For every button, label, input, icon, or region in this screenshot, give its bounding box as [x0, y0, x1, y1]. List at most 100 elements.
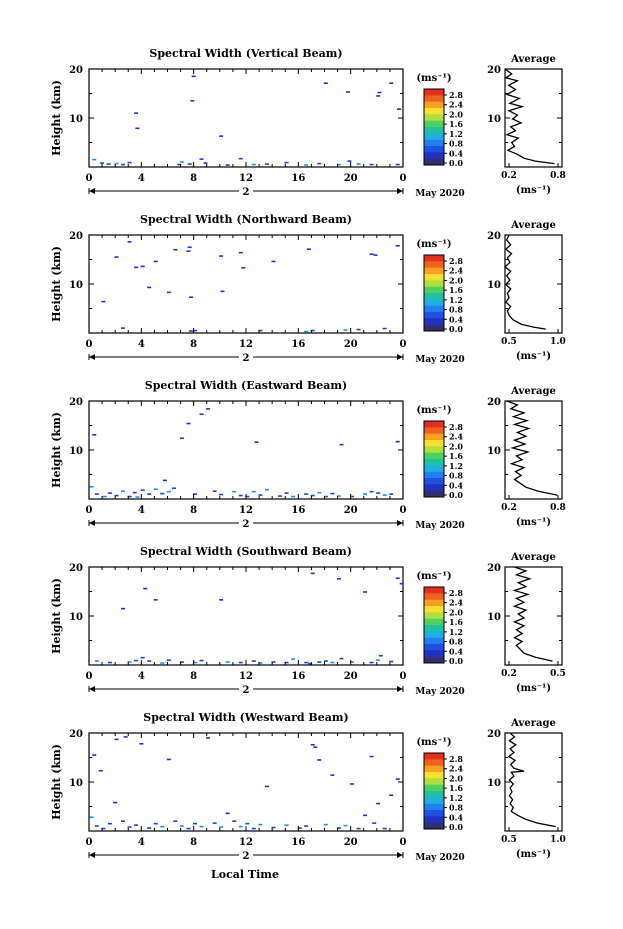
data-point — [323, 660, 328, 662]
data-point — [251, 490, 256, 493]
data-point — [317, 162, 322, 165]
data-point — [199, 158, 204, 160]
data-point — [134, 112, 139, 114]
data-point — [135, 496, 140, 498]
data-point — [219, 135, 224, 137]
plot-frame — [88, 732, 404, 832]
average-y-tick-label: 10 — [487, 612, 501, 623]
data-point — [304, 164, 309, 166]
data-point — [134, 266, 139, 269]
data-point — [113, 801, 118, 804]
x-tick-label: 8 — [190, 837, 197, 848]
x-tick-label: 16 — [291, 339, 305, 350]
data-point — [369, 490, 374, 493]
colorbar-segment — [424, 822, 444, 830]
data-point — [258, 662, 263, 664]
data-point — [369, 163, 374, 166]
data-point — [140, 265, 145, 268]
day-label-bg — [239, 682, 253, 694]
data-point — [356, 328, 361, 331]
data-point — [254, 441, 259, 443]
data-point — [347, 160, 352, 162]
data-point — [212, 490, 217, 492]
data-point — [330, 492, 335, 495]
data-point — [376, 659, 381, 661]
average-x-tick-label: 0.5 — [550, 669, 566, 679]
data-point — [317, 491, 322, 494]
data-point — [147, 286, 152, 289]
data-point — [356, 827, 361, 830]
x-tick-label: 8 — [190, 173, 197, 184]
average-frame — [504, 732, 563, 832]
data-point — [336, 163, 341, 166]
average-y-tick-label: 10 — [487, 114, 501, 125]
average-x-tick-label: 0.5 — [501, 337, 517, 347]
x-tick-label: 0 — [400, 837, 407, 848]
data-point — [278, 495, 283, 497]
colorbar-segment — [424, 139, 444, 147]
average-title: Average — [510, 718, 556, 729]
x-tick-label: 0 — [86, 173, 93, 184]
x-tick-label: 8 — [190, 505, 197, 516]
y-tick-label: 20 — [69, 729, 83, 740]
colorbar-segment — [424, 433, 444, 441]
colorbar-tick-label: 1.2 — [449, 295, 463, 305]
data-point — [189, 330, 194, 332]
colorbar-tick-label: 2.8 — [449, 90, 463, 100]
x-tick-label: 4 — [138, 671, 145, 682]
data-point — [191, 75, 196, 78]
colorbar-segment — [424, 656, 444, 664]
data-point — [369, 661, 374, 664]
data-point — [187, 246, 192, 249]
day-label-bg — [239, 350, 253, 362]
data-point — [147, 660, 152, 662]
colorbar-tick-label: 2.0 — [449, 275, 463, 285]
data-point — [162, 479, 167, 482]
colorbar-segment — [424, 478, 444, 485]
data-point — [284, 161, 289, 164]
average-x-label: (ms⁻¹) — [516, 517, 551, 528]
x-axis-label: Local Time — [211, 868, 279, 881]
average-title: Average — [510, 220, 556, 231]
data-point — [363, 814, 368, 817]
x-tick-label: 0 — [400, 671, 407, 682]
colorbar-tick-label: 0.4 — [449, 148, 463, 158]
average-profile-line — [507, 732, 556, 828]
data-point — [121, 163, 126, 166]
data-point — [132, 491, 137, 494]
x-tick-label: 4 — [138, 339, 145, 350]
day-label-bg — [239, 184, 253, 196]
data-point — [271, 260, 276, 263]
colorbar-segment — [424, 255, 444, 262]
x-tick-label: 12 — [239, 671, 253, 682]
average-x-label: (ms⁻¹) — [516, 351, 551, 362]
average-profile-line — [506, 400, 558, 496]
data-point — [199, 825, 204, 828]
data-point — [92, 434, 97, 436]
data-point — [251, 163, 256, 166]
data-point — [251, 827, 256, 830]
x-tick-label: 0 — [400, 339, 407, 350]
data-point — [349, 661, 354, 663]
y-tick-label: 10 — [69, 114, 83, 125]
colorbar-segment — [424, 759, 444, 766]
y-tick-label: 20 — [69, 65, 83, 76]
x-tick-label: 4 — [138, 173, 145, 184]
x-tick-label: 12 — [239, 837, 253, 848]
data-point — [179, 825, 184, 827]
colorbar-tick-label: 1.6 — [449, 119, 463, 129]
colorbar-tick-label: 2.8 — [449, 256, 463, 266]
x-tick-label: 0 — [86, 505, 93, 516]
x-tick-label: 0 — [400, 505, 407, 516]
colorbar-segment — [424, 465, 444, 472]
data-point — [264, 488, 269, 491]
colorbar-segment — [424, 312, 444, 319]
date-label: May 2020 — [415, 189, 464, 199]
data-point — [153, 488, 158, 490]
chart-title: Spectral Width (Southward Beam) — [140, 545, 352, 558]
x-tick-label: 20 — [344, 837, 358, 848]
colorbar-tick-label: 2.8 — [449, 422, 463, 432]
data-point — [187, 163, 192, 165]
x-tick-label: 0 — [86, 837, 93, 848]
data-point — [395, 163, 400, 166]
